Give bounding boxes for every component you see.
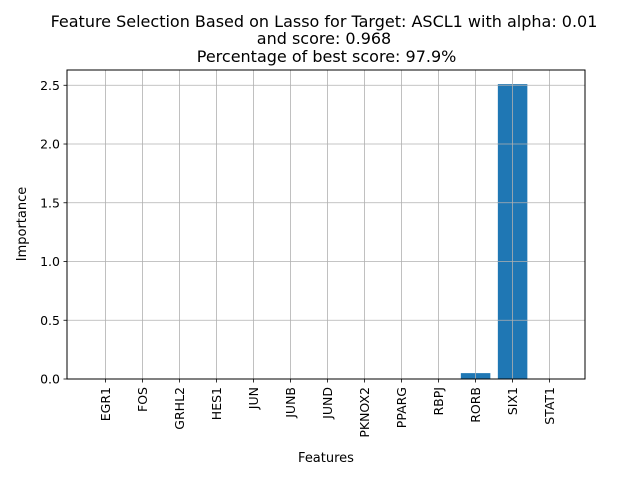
y-tick-label: 1.5: [40, 195, 60, 210]
x-tick-label: EGR1: [98, 387, 113, 421]
chart-title: Feature Selection Based on Lasso for Tar…: [51, 12, 598, 66]
x-axis-ticks: EGR1 FOS GRHL2 HES1 JUN JUNB JUND PKNOX2 PPARG RB…: [98, 379, 557, 438]
x-tick-label: FOS: [135, 387, 150, 412]
x-tick-label: JUND: [320, 387, 335, 420]
x-tick-label: JUN: [246, 387, 261, 410]
x-tick-label: GRHL2: [172, 387, 187, 430]
chart-title-line-3: Percentage of best score: 97.9%: [192, 47, 457, 66]
y-tick-label: 2.0: [40, 137, 60, 152]
y-tick-label: 0.5: [40, 313, 60, 328]
x-tick-label: SIX1: [505, 387, 520, 415]
plot-frame: [66, 69, 586, 380]
x-tick-label: RORB: [468, 387, 483, 423]
x-tick-label: RBPJ: [431, 387, 446, 416]
y-axis-label: Importance: [15, 187, 30, 262]
y-axis-ticks: 0.0 0.5 1.0 1.5 2.0 2.5: [40, 78, 67, 387]
chart-title-line-1: Feature Selection Based on Lasso for Tar…: [51, 12, 598, 31]
x-tick-label: PKNOX2: [357, 387, 372, 438]
bars: [460, 84, 528, 379]
x-axis-label: Features: [298, 451, 354, 466]
x-tick-label: PPARG: [394, 387, 409, 428]
y-tick-label: 0.0: [40, 372, 60, 387]
x-tick-label: JUNB: [283, 387, 298, 419]
x-tick-label: HES1: [209, 387, 224, 420]
x-tick-label: STAT1: [542, 387, 557, 425]
y-tick-label: 2.5: [40, 78, 60, 93]
y-tick-label: 1.0: [40, 254, 60, 269]
chart-title-line-2: and score: 0.968: [257, 29, 391, 48]
